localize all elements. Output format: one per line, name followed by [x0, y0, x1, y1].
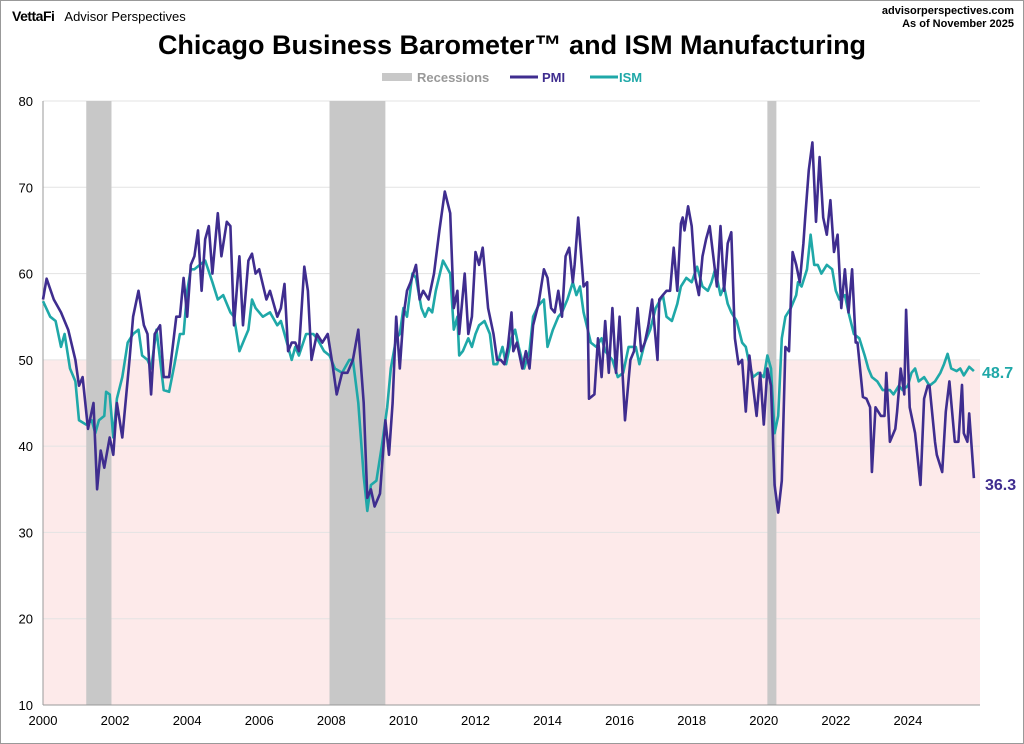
pmi-series-line: [41, 141, 976, 514]
x-tick-label: 2014: [533, 713, 562, 728]
y-tick-label: 40: [19, 439, 33, 454]
ism-series-line: [41, 233, 975, 513]
vettafi-logo: VettaFi: [12, 8, 55, 24]
y-tick-label: 20: [19, 612, 33, 627]
y-tick-label: 60: [19, 267, 33, 282]
x-tick-label: 2006: [245, 713, 274, 728]
pmi-end-label: 36.3: [985, 477, 1016, 494]
brand: VettaFi Advisor Perspectives: [12, 8, 186, 24]
x-tick-label: 2010: [389, 713, 418, 728]
y-tick-label: 80: [19, 94, 33, 109]
x-tick-label: 2002: [101, 713, 130, 728]
x-tick-label: 2000: [29, 713, 58, 728]
chart-title: Chicago Business Barometer™ and ISM Manu…: [157, 30, 867, 60]
y-tick-label: 50: [19, 353, 33, 368]
y-tick-label: 70: [19, 180, 33, 195]
x-tick-label: 2024: [893, 713, 922, 728]
y-tick-label: 30: [19, 525, 33, 540]
source-info: advisorperspectives.com As of November 20…: [882, 5, 1014, 31]
x-tick-label: 2004: [173, 713, 202, 728]
y-tick-label: 10: [19, 698, 33, 713]
source-site: advisorperspectives.com: [881, 5, 1014, 17]
recession-band: [86, 101, 112, 705]
brand-name: Advisor Perspectives: [64, 9, 186, 24]
plot-area: 10 20 30 40 50 60 70 80 2000 2002 2004 2006 2008 2010…: [19, 94, 980, 728]
legend: Recessions PMI ISM: [382, 70, 642, 85]
x-tick-label: 2018: [677, 713, 706, 728]
x-tick-label: 2022: [821, 713, 850, 728]
x-tick-label: 2020: [749, 713, 778, 728]
legend-pmi-label: PMI: [542, 70, 565, 85]
x-tick-label: 2016: [605, 713, 634, 728]
ism-end-label: 48.7: [982, 365, 1013, 382]
legend-recessions-label: Recessions: [417, 70, 489, 85]
legend-ism-label: ISM: [619, 70, 642, 85]
legend-recessions-swatch: [382, 73, 412, 81]
x-tick-label: 2012: [461, 713, 490, 728]
x-tick-label: 2008: [317, 713, 346, 728]
as-of-date: As of November 2025: [902, 18, 1014, 30]
